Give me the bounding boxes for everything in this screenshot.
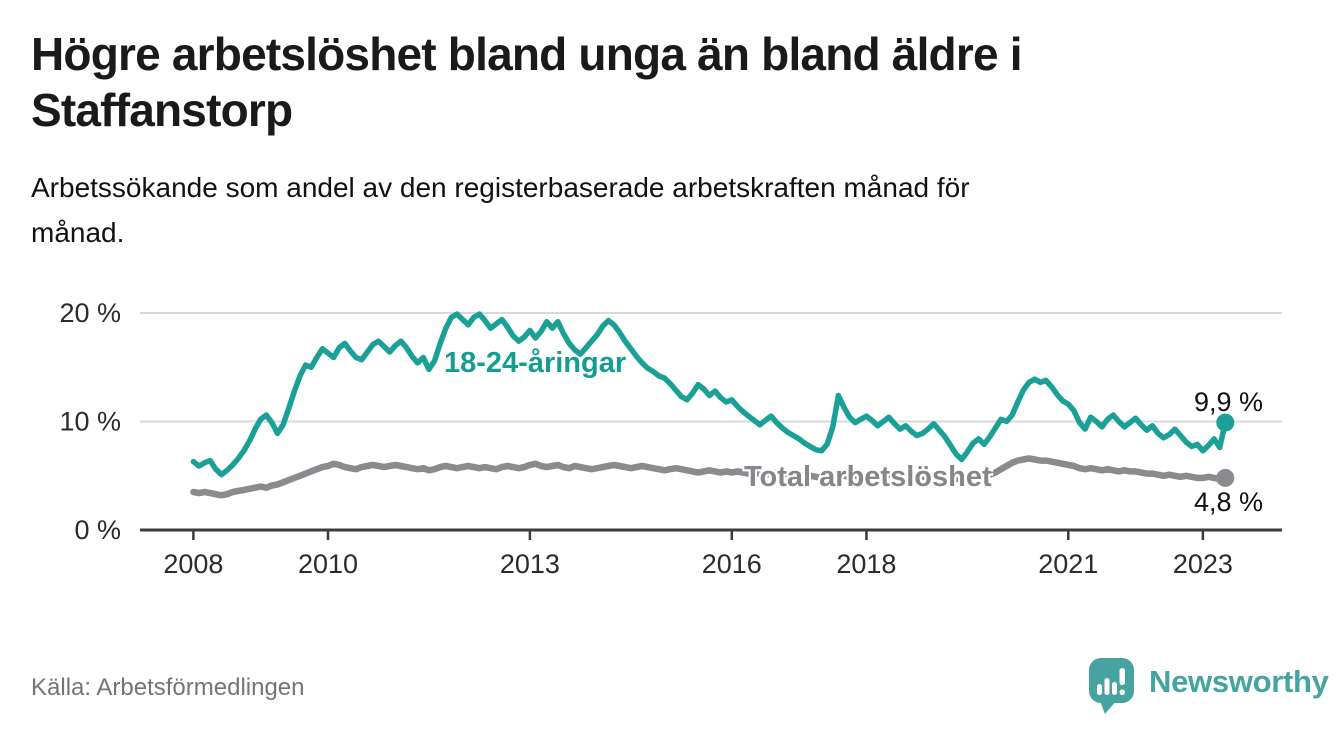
x-tick-label-2023: 2023	[1173, 549, 1233, 579]
total-end-dot	[1216, 468, 1235, 487]
logo-bar-3	[1112, 682, 1117, 695]
logo-bubble	[1089, 658, 1134, 703]
x-tick-label-2013: 2013	[500, 549, 560, 579]
x-tick-label-2008: 2008	[163, 549, 223, 579]
logo-exclamation-bar	[1119, 668, 1125, 685]
x-tick-label-2016: 2016	[702, 549, 762, 579]
y-tick-label-10: 10 %	[59, 407, 121, 437]
newsworthy-logo: Newsworthy	[1088, 657, 1329, 715]
line-chart: 2008 2010 2013 2016 2018 2021 2023 0 % 10 % 20 %	[59, 298, 1282, 579]
x-tick-label-2010: 2010	[298, 549, 358, 579]
series-label-youth: 18-24-åringar	[444, 347, 627, 379]
logo-bubble-tail	[1100, 701, 1116, 714]
series-label-total: Total arbetslöshet	[744, 461, 992, 493]
newsworthy-wordmark: Newsworthy	[1149, 664, 1329, 699]
newsworthy-logo-icon	[1089, 658, 1134, 714]
x-tick-label-2021: 2021	[1038, 549, 1098, 579]
logo-bar-1	[1097, 684, 1102, 695]
chart-title: Högre arbetslöshet bland unga än bland ä…	[31, 28, 1023, 137]
logo-bar-2	[1104, 678, 1110, 695]
source-note: Källa: Arbetsförmedlingen	[31, 674, 305, 701]
y-tick-label-0: 0 %	[74, 515, 121, 545]
youth-end-dot	[1216, 413, 1235, 432]
x-tick-label-2018: 2018	[836, 549, 896, 579]
logo-exclamation-dot	[1119, 689, 1125, 695]
total-line	[190, 455, 1229, 499]
end-value-label-total: 4,8 %	[1193, 487, 1263, 517]
y-tick-label-20: 20 %	[59, 298, 121, 328]
youth-line	[190, 311, 1229, 478]
chart-subtitle: Arbetssökande som andel av den registerb…	[31, 172, 970, 248]
end-value-label-youth: 9,9 %	[1193, 387, 1263, 417]
